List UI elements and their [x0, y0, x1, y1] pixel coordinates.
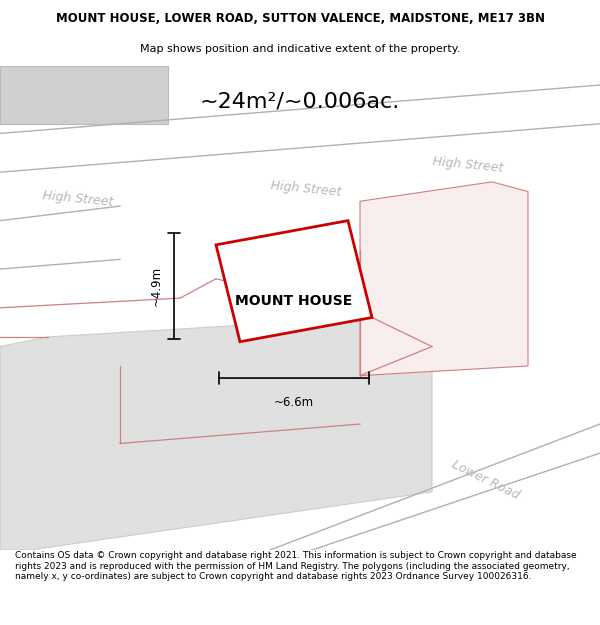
Polygon shape [0, 318, 432, 550]
Text: Map shows position and indicative extent of the property.: Map shows position and indicative extent… [140, 44, 460, 54]
Text: ~4.9m: ~4.9m [150, 266, 163, 306]
Text: ~24m²/~0.006ac.: ~24m²/~0.006ac. [200, 92, 400, 112]
Polygon shape [360, 182, 528, 376]
Text: Lower Road: Lower Road [450, 458, 522, 502]
Polygon shape [216, 221, 372, 342]
Text: High Street: High Street [432, 155, 504, 175]
Text: High Street: High Street [270, 179, 342, 199]
Text: MOUNT HOUSE: MOUNT HOUSE [235, 294, 353, 308]
Text: High Street: High Street [42, 189, 114, 209]
Text: MOUNT HOUSE, LOWER ROAD, SUTTON VALENCE, MAIDSTONE, ME17 3BN: MOUNT HOUSE, LOWER ROAD, SUTTON VALENCE,… [56, 12, 545, 25]
Polygon shape [0, 66, 168, 124]
Text: ~6.6m: ~6.6m [274, 396, 314, 409]
Text: Contains OS data © Crown copyright and database right 2021. This information is : Contains OS data © Crown copyright and d… [15, 551, 577, 581]
